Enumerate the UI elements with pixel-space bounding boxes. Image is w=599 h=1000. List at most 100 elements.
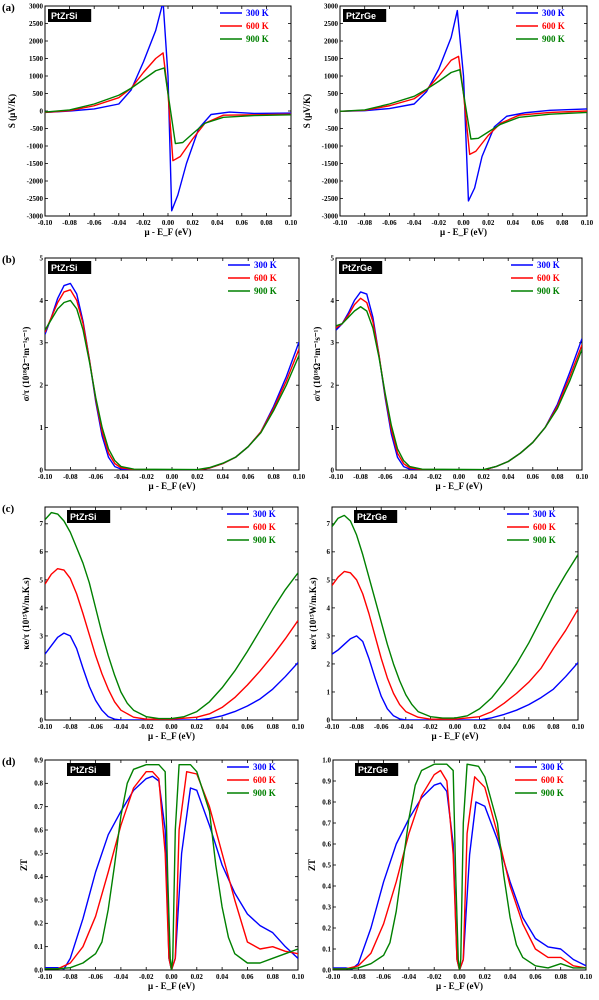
x-tick-label: -0.06	[376, 973, 391, 981]
x-tick-label: 0.06	[531, 219, 544, 227]
material-tag-label: PtZrGe	[346, 11, 376, 21]
x-tick-label: -0.04	[114, 473, 129, 481]
y-tick-label: 0.8	[322, 798, 331, 806]
y-tick-label: 0.6	[322, 840, 331, 848]
x-tick-label: -0.02	[139, 973, 154, 981]
y-tick-label: -500	[325, 125, 338, 133]
x-tick-label: -0.04	[403, 473, 418, 481]
y-tick-label: 0	[40, 107, 44, 115]
x-tick-label: 0.06	[242, 473, 255, 481]
y-tick-label: 0	[327, 716, 331, 724]
x-tick-label: 0.10	[581, 219, 594, 227]
y-tick-label: -500	[30, 125, 43, 133]
y-tick-label: 0.5	[34, 850, 43, 858]
series-line-900k	[333, 763, 586, 970]
x-tick-label: 0.06	[523, 723, 536, 731]
material-tag-label: PtZrSi	[70, 765, 97, 775]
x-tick-label: 0.00	[165, 973, 178, 981]
legend-label: 600 K	[246, 21, 269, 31]
x-tick-label: -0.04	[407, 219, 422, 227]
x-tick-label: 0.10	[292, 723, 305, 731]
x-axis-label: μ - E_F (eV)	[435, 481, 482, 491]
x-tick-label: -0.04	[114, 723, 129, 731]
material-tag: PtZrSi	[67, 763, 111, 776]
x-tick-label: 0.02	[477, 473, 490, 481]
x-tick-label: 0.04	[216, 723, 229, 731]
y-tick-label: 5	[327, 576, 331, 584]
x-tick-label: 0.10	[576, 473, 589, 481]
y-tick-label: 1500	[324, 55, 339, 63]
x-tick-label: -0.10	[38, 219, 53, 227]
legend-label: 300 K	[253, 762, 276, 772]
legend-label: 600 K	[254, 273, 277, 283]
x-tick-label: 0.00	[449, 723, 462, 731]
legend-label: 300 K	[533, 509, 556, 519]
x-tick-label: 0.08	[551, 473, 564, 481]
x-tick-label: 0.10	[292, 973, 305, 981]
y-tick-label: 0.1	[322, 945, 331, 953]
x-tick-label: -0.08	[63, 723, 78, 731]
y-tick-label: 3000	[29, 2, 44, 10]
x-tick-label: 0.02	[191, 723, 204, 731]
series-line-600k	[45, 770, 298, 970]
y-axis-label: κe/τ (10¹⁵W/m.K.s)	[308, 577, 318, 649]
material-tag: PtZrSi	[48, 9, 92, 22]
y-tick-label: 0.8	[34, 780, 43, 788]
material-tag: PtZrGe	[339, 261, 383, 274]
chart-panel-zt-si: 0.0 0.1 0.2 0.3 0.4 0.5 0.6 0.7 0.8 0.9 -0.10 -0.08…	[2, 756, 305, 991]
x-tick-label: -0.06	[374, 723, 389, 731]
y-tick-label: -2000	[27, 177, 44, 185]
material-tag-label: PtZrGe	[342, 263, 372, 273]
x-tick-label: 0.02	[191, 473, 204, 481]
x-tick-label: -0.04	[114, 973, 129, 981]
legend-label: 900 K	[253, 535, 276, 545]
legend-label: 900 K	[533, 535, 556, 545]
y-tick-label: 0.7	[322, 819, 331, 827]
y-tick-label: 0.1	[34, 943, 43, 951]
series-line-900k	[332, 514, 578, 719]
x-tick-label: 0.00	[162, 219, 175, 227]
x-tick-label: 0.02	[482, 219, 495, 227]
x-tick-label: 0.08	[267, 723, 280, 731]
x-tick-label: 0.04	[211, 219, 224, 227]
y-tick-label: 0.5	[322, 861, 331, 869]
legend-label: 300 K	[253, 509, 276, 519]
chart-panel-ke-si: 0 1 2 3 4 5 6 7 -0.10 -0.08 -0.06 -0.04 -0.02 0.00 0.0…	[2, 503, 305, 741]
material-tag-label: PtZrGe	[357, 512, 387, 522]
series-line-300k	[332, 635, 578, 720]
x-tick-label: 0.00	[453, 973, 466, 981]
y-tick-label: -2000	[322, 177, 339, 185]
x-tick-label: 0.02	[186, 219, 199, 227]
x-tick-label: 0.00	[457, 219, 470, 227]
y-tick-label: 2	[40, 382, 44, 390]
x-axis-label: μ - E_F (eV)	[440, 227, 487, 237]
x-tick-label: -0.02	[423, 723, 438, 731]
legend-label: 600 K	[253, 522, 276, 532]
x-tick-label: -0.10	[329, 473, 344, 481]
material-tag-box	[48, 9, 92, 22]
legend-label: 900 K	[541, 788, 564, 798]
y-tick-label: -1000	[27, 142, 44, 150]
y-tick-label: 4	[40, 297, 44, 305]
y-tick-label: -2500	[27, 195, 44, 203]
x-tick-label: -0.02	[136, 219, 151, 227]
y-tick-label: 0.3	[322, 903, 331, 911]
material-tag-label: PtZrSi	[51, 11, 78, 21]
legend-label: 300 K	[246, 8, 269, 18]
x-tick-label: -0.06	[88, 723, 103, 731]
x-tick-label: -0.04	[112, 219, 127, 227]
x-tick-label: -0.06	[382, 219, 397, 227]
x-tick-label: -0.02	[139, 473, 154, 481]
x-tick-label: 0.08	[547, 723, 560, 731]
x-tick-label: -0.06	[87, 219, 102, 227]
series-line-300k	[45, 6, 291, 212]
legend-label: 600 K	[533, 522, 556, 532]
y-tick-label: 0.7	[34, 803, 43, 811]
y-tick-label: 0	[335, 107, 339, 115]
x-tick-label: 0.06	[527, 473, 540, 481]
x-tick-label: 0.10	[293, 473, 306, 481]
material-tag-box	[354, 510, 398, 523]
x-tick-label: -0.04	[402, 973, 417, 981]
x-tick-label: -0.10	[333, 219, 348, 227]
